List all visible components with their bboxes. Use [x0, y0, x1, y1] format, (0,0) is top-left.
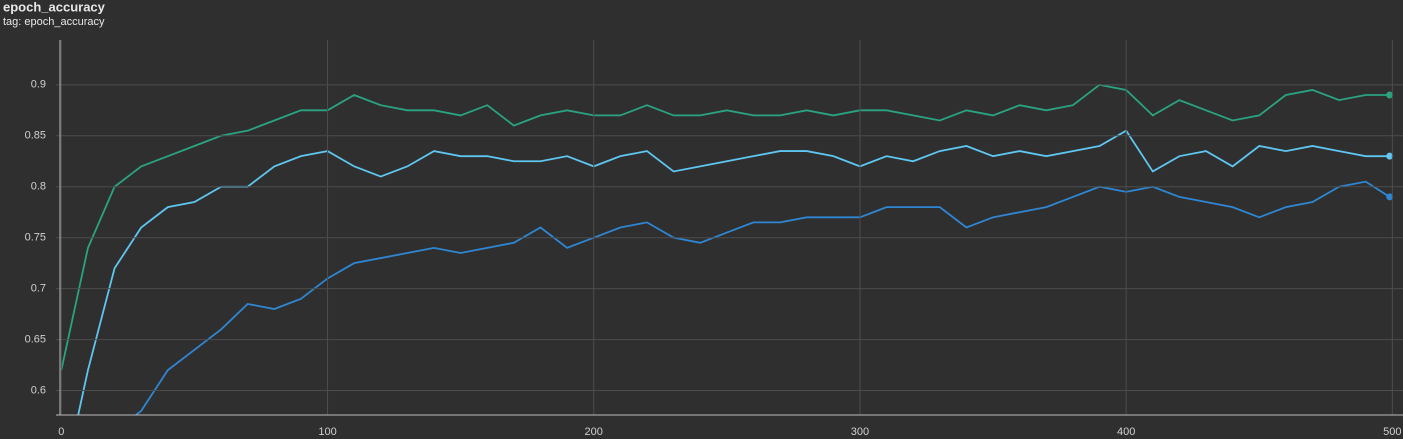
x-tick-label: 100 [318, 426, 336, 438]
x-tick-label: 400 [1117, 426, 1135, 438]
x-tick-label: 200 [585, 426, 603, 438]
y-tick-label: 0.6 [31, 384, 46, 396]
y-tick-label: 0.9 [31, 79, 46, 91]
x-tick-label: 500 [1383, 426, 1401, 438]
chart-subtitle: tag: epoch_accuracy [3, 16, 105, 28]
plot-area [60, 83, 1394, 415]
series-line [134, 180, 1391, 415]
y-tick-label: 0.75 [25, 232, 46, 244]
x-tick-label: 300 [851, 426, 869, 438]
chart-title: epoch_accuracy [3, 0, 106, 14]
end-point [1386, 193, 1394, 201]
series-line [77, 129, 1390, 415]
y-tick-label: 0.7 [31, 283, 46, 295]
x-tick-label: 0 [58, 426, 64, 438]
end-point [1386, 152, 1394, 160]
y-tick-label: 0.65 [25, 333, 46, 345]
y-tick-label: 0.8 [31, 181, 46, 193]
y-tick-label: 0.85 [25, 130, 46, 142]
series-line [60, 83, 1390, 371]
end-point [1386, 91, 1394, 99]
